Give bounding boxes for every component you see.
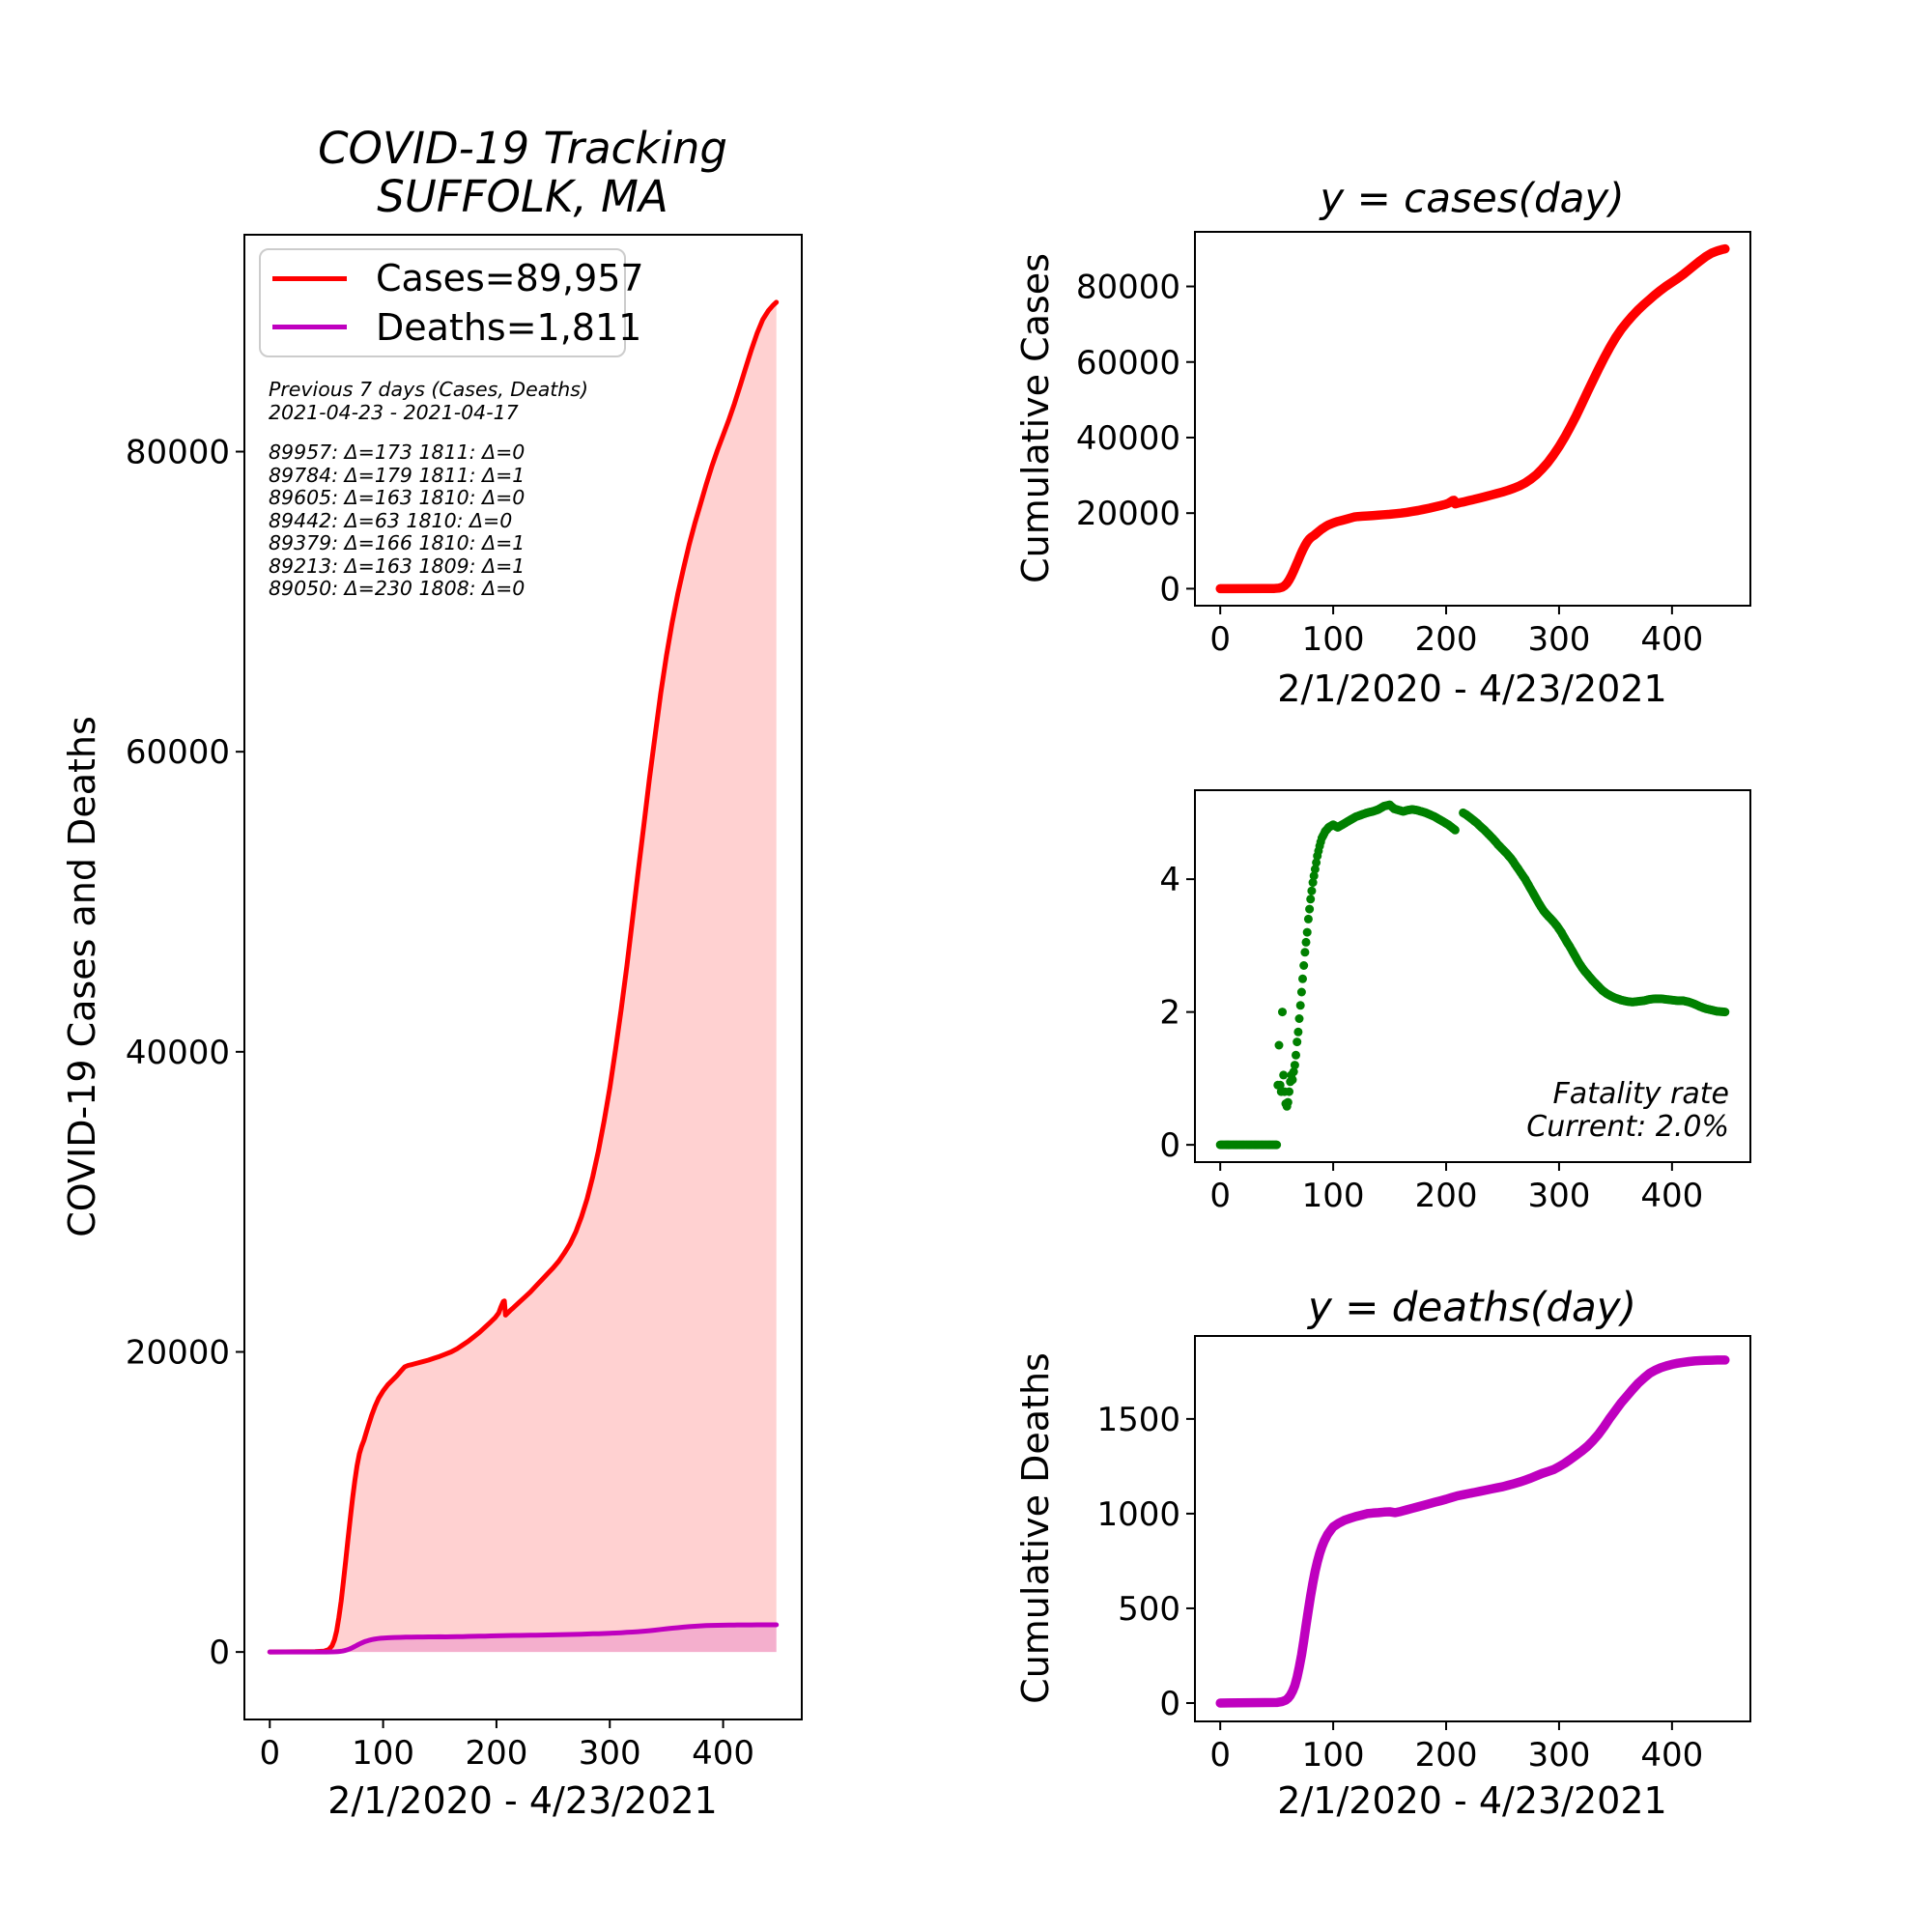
tick-label: 400 <box>1640 1736 1703 1775</box>
tick-label: 100 <box>1302 1177 1365 1215</box>
annotation-delta-line: 89784: Δ=179 1811: Δ=1 <box>269 463 526 487</box>
tick-label: 0 <box>1159 570 1180 609</box>
tick-label: 20000 <box>1076 495 1180 533</box>
fatality-rate-note: Fatality rate Current: 2.0% <box>1526 1078 1729 1144</box>
main-chart-title-line1: COVID-19 Tracking <box>318 123 727 174</box>
legend-label-cases: Cases=89,957 <box>376 257 644 300</box>
tick-label: 500 <box>1118 1590 1180 1629</box>
legend-item-deaths: Deaths=1,811 <box>261 305 641 351</box>
cases-line-swatch <box>272 275 347 281</box>
tick-label: 400 <box>1640 620 1703 659</box>
tick-label: 300 <box>1527 1177 1590 1215</box>
annotation-delta-line: 89379: Δ=166 1810: Δ=1 <box>269 531 526 554</box>
fatality-spines <box>1194 789 1751 1163</box>
annotation-spacer <box>269 424 588 441</box>
tick-label: 2 <box>1159 994 1180 1033</box>
deaths-line-swatch <box>272 325 347 330</box>
annotation-delta-line: 89605: Δ=163 1810: Δ=0 <box>269 486 526 509</box>
main-line-Cases <box>267 299 780 1655</box>
tick-label: 40000 <box>126 1034 230 1072</box>
tick-label: 4 <box>1159 861 1180 899</box>
main-chart-title-line2: SUFFOLK, MA <box>377 171 668 222</box>
tick-label: 200 <box>1415 1736 1478 1775</box>
tick-label: 1500 <box>1096 1401 1180 1439</box>
tick-label: 0 <box>1159 1685 1180 1723</box>
annotation-delta-line: 89957: Δ=173 1811: Δ=0 <box>269 440 526 464</box>
annotation-delta-line: 89213: Δ=163 1809: Δ=1 <box>269 554 526 578</box>
annotation-header-line2: 2021-04-23 - 2021-04-17 <box>269 400 519 424</box>
cases-chart-xlabel: 2/1/2020 - 4/23/2021 <box>1277 668 1667 710</box>
tick-label: 300 <box>1527 1736 1590 1775</box>
deaths-chart-xlabel: 2/1/2020 - 4/23/2021 <box>1277 1779 1667 1822</box>
annotation-delta-line: 89442: Δ=63 1810: Δ=0 <box>269 508 513 532</box>
main-fill-Cases <box>270 301 777 1653</box>
annotation-header-line1: Previous 7 days (Cases, Deaths) <box>269 378 588 401</box>
main-chart-xlabel: 2/1/2020 - 4/23/2021 <box>327 1779 718 1822</box>
tick-label: 300 <box>579 1734 641 1773</box>
deaths-spines <box>1194 1335 1751 1722</box>
main-chart-ylabel: COVID-19 Cases and Deaths <box>61 716 103 1237</box>
legend-label-deaths: Deaths=1,811 <box>376 305 642 349</box>
tick-label: 20000 <box>126 1333 230 1372</box>
cases-spines <box>1194 231 1751 607</box>
tick-label: 0 <box>1209 620 1231 659</box>
previous-7-days-annotation: Previous 7 days (Cases, Deaths) 2021-04-… <box>269 378 588 601</box>
tick-label: 400 <box>1640 1177 1703 1215</box>
deaths-chart-ylabel: Cumulative Deaths <box>1014 1352 1057 1704</box>
tick-label: 40000 <box>1076 419 1180 458</box>
main-spines <box>243 234 803 1720</box>
deaths-line-Deaths <box>1215 1355 1730 1708</box>
fatality-note-line2: Current: 2.0% <box>1526 1110 1729 1144</box>
cases-chart-ylabel: Cumulative Cases <box>1014 253 1057 583</box>
tick-label: 200 <box>1415 620 1478 659</box>
main-chart-title: COVID-19 Tracking SUFFOLK, MA <box>318 125 727 221</box>
tick-label: 80000 <box>1076 269 1180 307</box>
cases-line-Cases <box>1215 243 1730 594</box>
tick-label: 200 <box>1415 1177 1478 1215</box>
tick-label: 100 <box>1302 620 1365 659</box>
main-line-Deaths <box>267 1622 780 1655</box>
tick-label: 200 <box>465 1734 527 1773</box>
tick-label: 100 <box>352 1734 414 1773</box>
deaths-chart-title: y = deaths(day) <box>1308 1283 1636 1331</box>
tick-label: 1000 <box>1096 1495 1180 1534</box>
tick-label: 0 <box>209 1634 230 1672</box>
tick-label: 0 <box>1209 1177 1231 1215</box>
annotation-delta-line: 89050: Δ=230 1808: Δ=0 <box>269 577 526 600</box>
tick-label: 60000 <box>126 733 230 772</box>
legend: Cases=89,957 Deaths=1,811 <box>259 248 644 357</box>
annotation-delta-lines: 89957: Δ=173 1811: Δ=0 89784: Δ=179 1811:… <box>269 440 588 601</box>
tick-label: 0 <box>1209 1736 1231 1775</box>
tick-label: 80000 <box>126 434 230 472</box>
tick-label: 0 <box>1159 1126 1180 1165</box>
legend-item-cases: Cases=89,957 <box>261 256 644 301</box>
cases-chart-title: y = cases(day) <box>1320 174 1625 222</box>
tick-label: 60000 <box>1076 344 1180 383</box>
tick-label: 400 <box>692 1734 754 1773</box>
tick-label: 100 <box>1302 1736 1365 1775</box>
tick-label: 300 <box>1527 620 1590 659</box>
tick-label: 0 <box>259 1734 280 1773</box>
fatality-note-line1: Fatality rate <box>1552 1077 1729 1111</box>
